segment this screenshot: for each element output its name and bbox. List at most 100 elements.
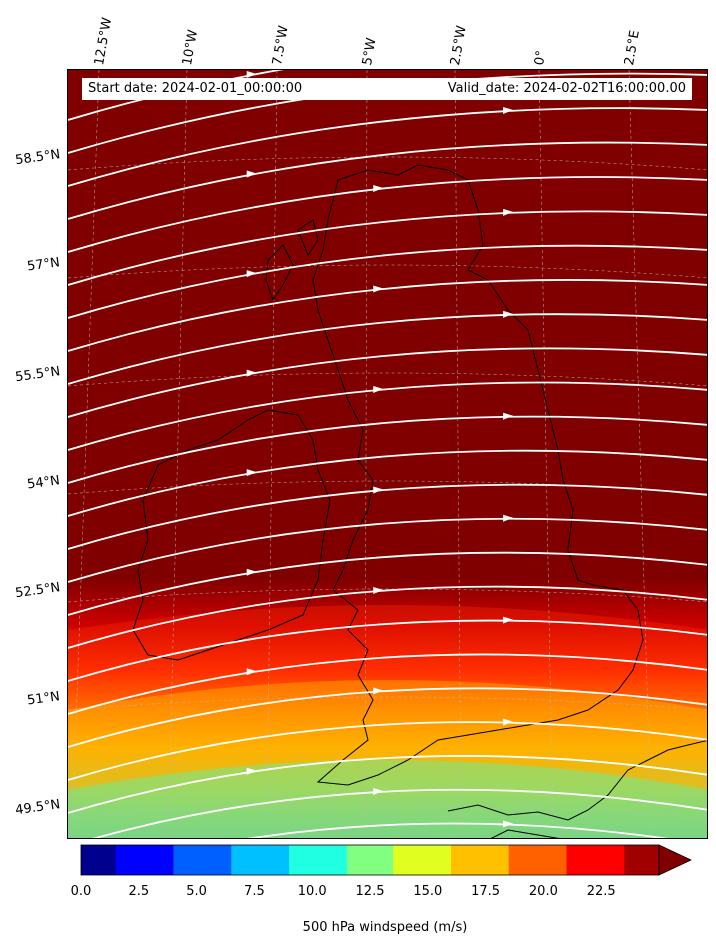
colorbar-swatch xyxy=(531,845,544,875)
colorbar-swatch xyxy=(647,845,660,875)
lat-gridline xyxy=(68,156,707,171)
colorbar-swatch xyxy=(427,845,440,875)
colorbar-swatch xyxy=(624,845,637,875)
streamline-arrow xyxy=(246,369,257,377)
colorbar-swatch xyxy=(150,845,163,875)
streamline-arrow xyxy=(373,788,384,795)
colorbar-tick-label: 20.0 xyxy=(528,884,558,899)
streamline xyxy=(68,619,707,682)
colorbar-swatch xyxy=(185,845,198,875)
colorbar-swatch xyxy=(81,845,94,875)
wind-field-map xyxy=(68,70,707,838)
colorbar-tick-label: 0.0 xyxy=(70,884,92,899)
streamline-arrow xyxy=(503,718,514,726)
colorbar-tick-label: 22.5 xyxy=(586,884,616,899)
colorbar-swatch xyxy=(104,845,117,875)
lat-gridline xyxy=(68,696,707,711)
streamline xyxy=(68,347,707,418)
colorbar-swatch xyxy=(589,845,602,875)
colorbar-swatch xyxy=(208,845,221,875)
colorbar-swatch xyxy=(497,845,510,875)
lat-label: 55.5°N xyxy=(14,364,62,386)
colorbar-swatch xyxy=(578,845,591,875)
colorbar-swatch xyxy=(439,845,452,875)
wind-band-cyan xyxy=(68,760,707,838)
colorbar-swatch xyxy=(370,845,383,875)
streamline-arrow xyxy=(373,687,384,695)
colorbar-swatch xyxy=(601,845,614,875)
colorbar-swatch xyxy=(416,845,429,875)
streamline xyxy=(68,415,707,484)
colorbar-swatch xyxy=(635,845,649,875)
colorbar-swatch xyxy=(265,845,279,875)
lon-label: 2.5°E xyxy=(622,29,643,67)
colorbar-swatch xyxy=(312,845,325,875)
streamline-arrow xyxy=(373,486,384,494)
streamline-arrow xyxy=(246,71,257,78)
streamline-arrow xyxy=(503,310,514,318)
colorbar-label: 500 hPa windspeed (m/s) xyxy=(302,920,468,935)
map-panel: Start date: 2024-02-01_00:00:00 Valid_da… xyxy=(67,69,708,839)
lat-gridline xyxy=(68,588,707,603)
streamline xyxy=(68,210,707,286)
streamline xyxy=(68,517,707,583)
streamline-arrow xyxy=(246,270,257,278)
colorbar-swatch xyxy=(485,845,498,875)
colorbar-swatch xyxy=(161,845,175,875)
lat-label: 57°N xyxy=(26,255,62,275)
lat-label: 54°N xyxy=(26,473,62,493)
colorbar-border xyxy=(80,844,660,876)
colorbar-swatch xyxy=(138,845,151,875)
lon-gridline xyxy=(266,70,278,838)
colorbar-swatch xyxy=(508,845,521,875)
streamline-arrow xyxy=(373,587,384,594)
colorbar-swatch xyxy=(242,845,255,875)
streamline xyxy=(68,107,707,187)
streamline-arrow xyxy=(373,386,384,393)
colorbar-tick-label: 15.0 xyxy=(413,884,443,899)
colorbar-swatch xyxy=(474,845,487,875)
colorbar-tick-label: 7.5 xyxy=(244,884,265,899)
colorbar-swatch xyxy=(404,845,417,875)
streamline-arrow xyxy=(246,668,257,676)
colorbar-swatch xyxy=(462,845,475,875)
streamline xyxy=(68,721,707,781)
colorbar-swatch xyxy=(289,845,302,875)
colorbar-swatch xyxy=(173,845,186,875)
colorbar-swatch xyxy=(393,845,406,875)
colorbar-swatch xyxy=(323,845,336,875)
lon-label: 2.5°W xyxy=(448,24,470,67)
streamline xyxy=(68,755,707,814)
lon-gridline xyxy=(454,70,462,838)
colorbar-tick-label: 5.0 xyxy=(186,884,207,899)
streamline xyxy=(68,653,707,715)
lon-gridline xyxy=(538,70,554,838)
streamline-arrow xyxy=(246,767,257,775)
colorbar-extend-arrow xyxy=(658,844,692,876)
streamline-arrow xyxy=(246,469,257,477)
colorbar-swatch xyxy=(381,845,394,875)
streamline-arrow xyxy=(246,568,257,576)
coastlines xyxy=(132,164,707,838)
streamline-arrow xyxy=(373,285,384,293)
colorbar-swatch xyxy=(92,845,105,875)
colorbar-tick-label: 10.0 xyxy=(297,884,327,899)
colorbar-swatch xyxy=(300,845,313,875)
colorbar-tick-label: 17.5 xyxy=(471,884,501,899)
colorbar-swatch xyxy=(115,845,128,875)
colorbar-swatch xyxy=(335,845,348,875)
streamline xyxy=(246,822,669,838)
streamline xyxy=(68,449,707,517)
windspeed-field xyxy=(68,70,707,838)
lat-gridline xyxy=(68,372,707,387)
colorbar xyxy=(80,844,692,876)
streamlines xyxy=(68,70,707,838)
colorbar-swatch xyxy=(231,845,244,875)
lat-gridline xyxy=(68,480,707,495)
lon-label: 12.5°W xyxy=(92,16,116,67)
streamline-arrow xyxy=(373,185,384,192)
colorbar-swatch xyxy=(196,845,209,875)
start-date-label: Start date: 2024-02-01_00:00:00 xyxy=(82,78,428,100)
lon-label: 10°W xyxy=(180,28,202,67)
colorbar-swatch xyxy=(566,845,579,875)
